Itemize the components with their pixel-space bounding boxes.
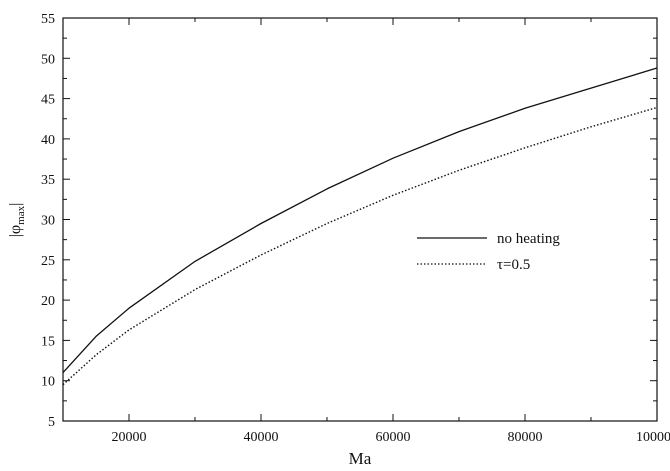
- svg-text:|φmax|: |φmax|: [7, 203, 27, 238]
- y-tick-label: 40: [41, 133, 55, 148]
- y-tick-label: 15: [41, 334, 55, 349]
- y-tick-label: 10: [41, 375, 55, 390]
- series-line-1: [62, 67, 658, 374]
- y-tick-label: 50: [41, 52, 55, 67]
- x-tick-label: 20000: [112, 430, 147, 445]
- legend-label: no heating: [497, 231, 560, 247]
- y-tick-label: 30: [41, 214, 55, 229]
- series-line-2: [62, 106, 658, 386]
- y-tick-label: 20: [41, 294, 55, 309]
- y-tick-label: 25: [41, 254, 55, 269]
- x-tick-label: 80000: [508, 430, 543, 445]
- y-tick-label: 45: [41, 93, 55, 108]
- legend: no heating τ=0.5: [417, 231, 560, 273]
- y-tick-label: 5: [48, 415, 55, 430]
- x-tick-label: 60000: [376, 430, 411, 445]
- plot-frame: [62, 17, 658, 422]
- legend-label: τ=0.5: [497, 257, 530, 273]
- x-axis-label: Ma: [349, 449, 372, 468]
- x-tick-label: 100000: [636, 430, 670, 445]
- axis-ticks: 5 10 15 20 25 30 35 40 45 50 55 20000 40000 60000 8000…: [41, 12, 670, 445]
- x-tick-label: 40000: [244, 430, 279, 445]
- y-tick-label: 55: [41, 12, 55, 27]
- y-tick-label: 35: [41, 173, 55, 188]
- series-group: [62, 67, 658, 386]
- y-axis-label: |φmax|: [7, 203, 27, 238]
